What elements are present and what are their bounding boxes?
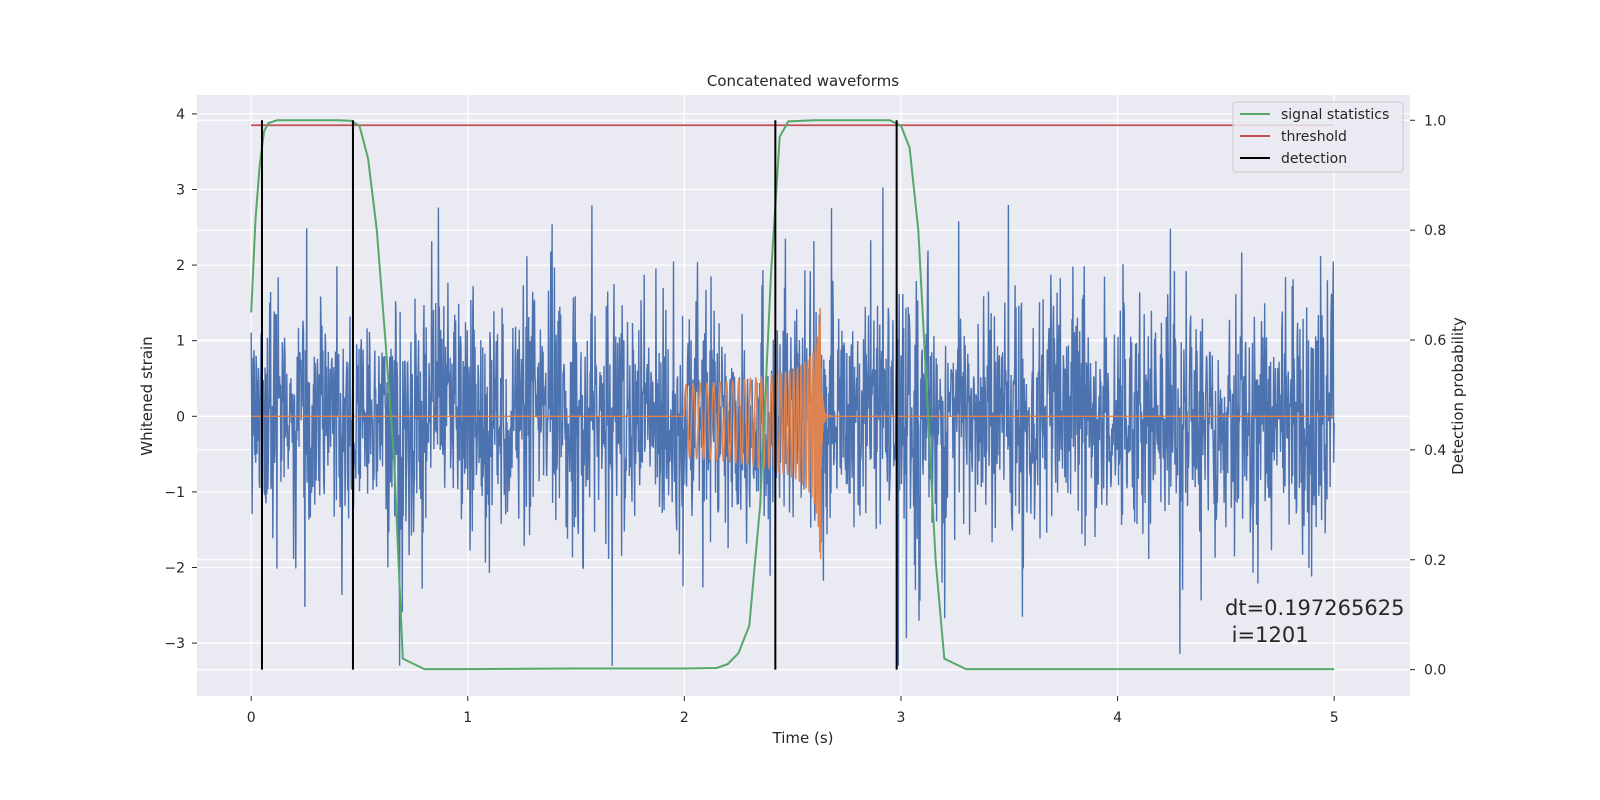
legend-label-signal-statistics: signal statistics: [1281, 107, 1389, 123]
x-tick-label: 3: [897, 710, 906, 726]
x-tick-label: 4: [1113, 710, 1122, 726]
legend-item-signal-statistics: signal statistics: [1240, 107, 1389, 123]
axis-ticks: 0 1 2 3 4 5 −3 −2 −1 0 1 2 3 4 0.0 0.2 0.4 0.6 0.8 1.0: [164, 107, 1446, 726]
legend-label-detection: detection: [1281, 151, 1347, 167]
annotation: dt=0.197265625 i=1201: [1225, 596, 1404, 647]
y2-tick-label: 0.8: [1424, 223, 1446, 239]
y2-axis-label: Detection probability: [1449, 317, 1467, 475]
x-tick-label: 1: [463, 710, 472, 726]
y-tick-label: 2: [176, 258, 185, 274]
y2-tick-label: 0.0: [1424, 663, 1446, 679]
x-tick-label: 2: [680, 710, 689, 726]
annotation-i: i=1201: [1225, 623, 1309, 647]
y-tick-label: −1: [164, 485, 185, 501]
y2-tick-label: 0.4: [1424, 443, 1446, 459]
x-tick-label: 5: [1330, 710, 1339, 726]
series-injected-waveform: [251, 307, 1335, 559]
series-signal-statistics: [250, 119, 1335, 671]
legend-box: [1232, 101, 1404, 173]
y-tick-label: 4: [176, 107, 185, 123]
legend: signal statistics threshold detection: [1232, 101, 1404, 173]
y-tick-label: −3: [164, 636, 185, 652]
y-tick-label: 1: [176, 334, 185, 350]
annotation-dt: dt=0.197265625: [1225, 596, 1404, 620]
x-axis-label: Time (s): [772, 729, 834, 747]
y2-tick-label: 1.0: [1424, 113, 1446, 129]
y-axis-label: Whitened strain: [138, 336, 156, 455]
legend-item-detection: detection: [1240, 151, 1347, 167]
y2-tick-label: 0.2: [1424, 553, 1446, 569]
y-tick-label: 3: [176, 182, 185, 198]
y2-tick-label: 0.6: [1424, 333, 1446, 349]
legend-item-threshold: threshold: [1240, 129, 1347, 145]
chart-title: Concatenated waveforms: [707, 72, 899, 90]
legend-label-threshold: threshold: [1281, 129, 1347, 145]
y-tick-label: 0: [176, 409, 185, 425]
x-tick-label: 0: [247, 710, 256, 726]
plot-area: [250, 119, 1335, 671]
y-tick-label: −2: [164, 560, 185, 576]
